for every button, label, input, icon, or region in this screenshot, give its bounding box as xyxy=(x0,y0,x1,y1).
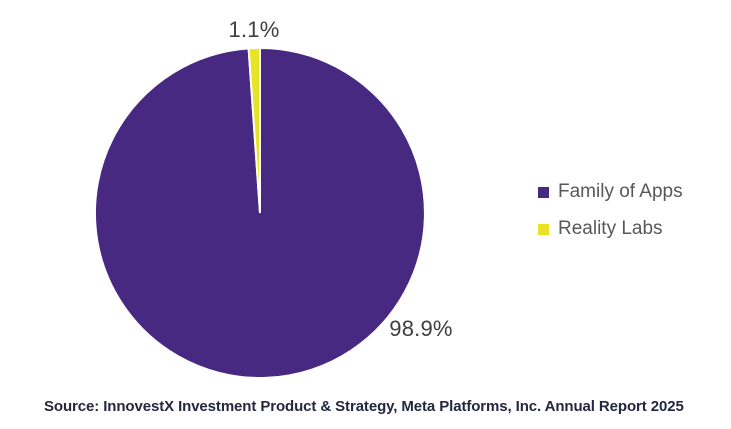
legend-label-family-of-apps: Family of Apps xyxy=(558,181,683,202)
legend-item-reality-labs: Reality Labs xyxy=(538,218,683,240)
legend-item-family-of-apps: Family of Apps xyxy=(538,181,683,203)
legend-label-reality-labs: Reality Labs xyxy=(558,218,663,239)
slice-label-family-of-apps: 98.9% xyxy=(389,316,453,341)
slice-label-reality-labs: 1.1% xyxy=(228,17,280,42)
legend-swatch-reality-labs-icon xyxy=(538,223,549,235)
source-attribution: Source: InnovestX Investment Product & S… xyxy=(44,398,684,415)
legend-swatch-family-of-apps-icon xyxy=(538,186,549,198)
legend: Family of Apps Reality Labs xyxy=(538,181,683,240)
pie-slice-reality-labs xyxy=(247,46,261,214)
pie-slices-group xyxy=(93,46,426,379)
